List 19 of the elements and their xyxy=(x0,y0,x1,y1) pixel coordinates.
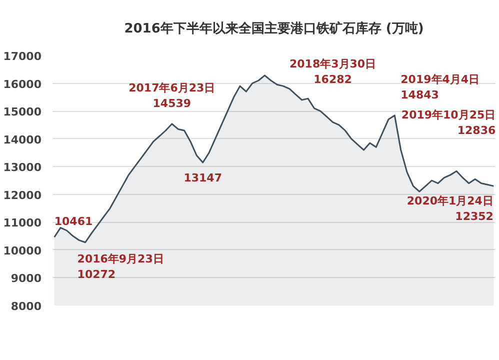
y-tick-label: 14000 xyxy=(3,133,42,146)
chart-title: 2016年下半年以来全国主要港口铁矿石库存 (万吨) xyxy=(124,20,424,36)
y-tick-label: 11000 xyxy=(3,216,42,230)
annotation: 13147 xyxy=(184,172,222,185)
y-tick-label: 13000 xyxy=(3,161,42,174)
y-tick-label: 10000 xyxy=(3,244,42,258)
y-tick-label: 17000 xyxy=(3,50,42,63)
annotation: 2019年4月4日 14843 xyxy=(400,72,480,102)
y-tick-label: 12000 xyxy=(3,188,42,202)
y-tick-label: 16000 xyxy=(3,78,42,91)
annotation: 2019年10月25日 12836 xyxy=(401,108,496,138)
y-tick-label: 9000 xyxy=(10,272,42,286)
annotation: 2017年6月23日 14539 xyxy=(128,81,216,110)
annotation: 2016年9月23日 10272 xyxy=(77,252,164,281)
y-tick-label: 8000 xyxy=(10,300,42,313)
y-tick-label: 15000 xyxy=(3,106,42,119)
annotation: 10461 xyxy=(54,215,93,228)
annotation: 2020年1月24日 12352 xyxy=(406,194,494,224)
annotation: 2018年3月30日 16282 xyxy=(289,58,376,86)
